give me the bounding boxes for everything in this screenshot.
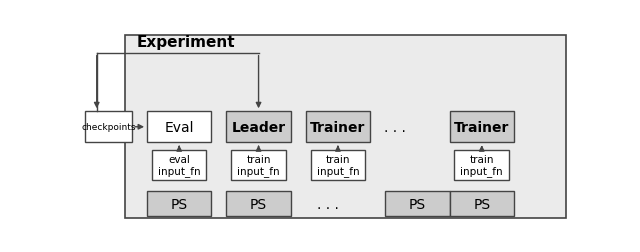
- Text: train
input_fn: train input_fn: [237, 154, 280, 177]
- Text: train
input_fn: train input_fn: [460, 154, 503, 177]
- Bar: [227, 112, 291, 143]
- Bar: [85, 112, 132, 143]
- Bar: [147, 112, 211, 143]
- Bar: [147, 191, 211, 216]
- Bar: [454, 150, 509, 181]
- Bar: [449, 112, 514, 143]
- Text: PS: PS: [409, 197, 426, 211]
- Text: PS: PS: [473, 197, 490, 211]
- Text: train
input_fn: train input_fn: [317, 154, 359, 177]
- Text: Experiment: Experiment: [137, 35, 236, 50]
- Text: . . .: . . .: [384, 120, 406, 134]
- Bar: [310, 150, 365, 181]
- Bar: [125, 36, 566, 218]
- Text: Leader: Leader: [232, 120, 285, 134]
- Bar: [449, 191, 514, 216]
- Bar: [306, 112, 370, 143]
- Text: Trainer: Trainer: [310, 120, 365, 134]
- Bar: [227, 191, 291, 216]
- Text: PS: PS: [171, 197, 188, 211]
- Bar: [385, 191, 449, 216]
- Bar: [152, 150, 207, 181]
- Text: . . .: . . .: [317, 197, 339, 211]
- Bar: [231, 150, 286, 181]
- Text: eval
input_fn: eval input_fn: [158, 154, 200, 177]
- Text: Trainer: Trainer: [454, 120, 509, 134]
- Text: checkpoints: checkpoints: [81, 123, 136, 132]
- Text: Eval: Eval: [164, 120, 194, 134]
- Text: PS: PS: [250, 197, 267, 211]
